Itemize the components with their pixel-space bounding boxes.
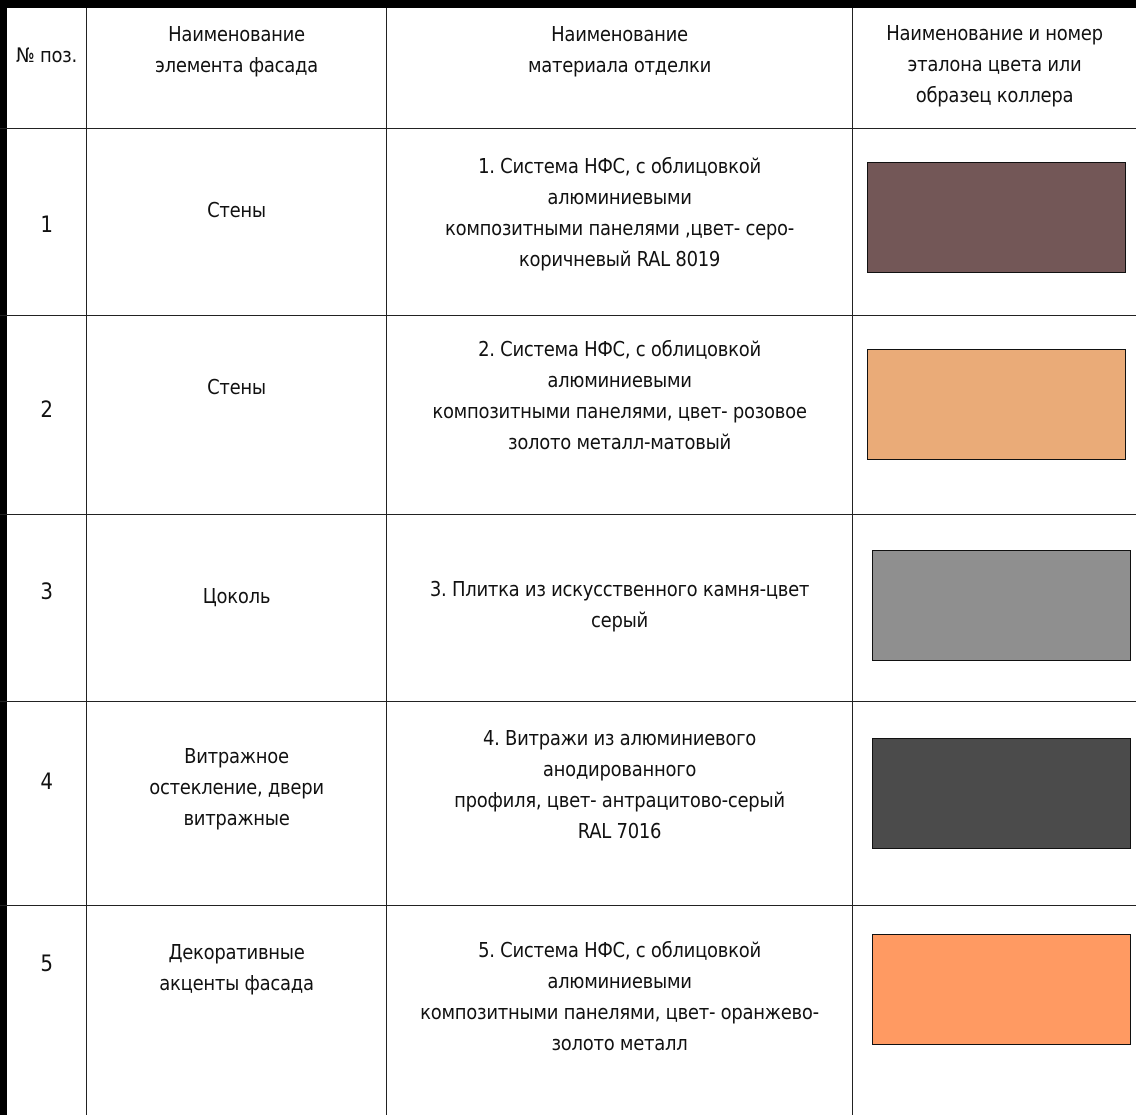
row-number: 2 xyxy=(40,397,53,423)
row-element-name: Декоративные акценты фасада xyxy=(159,940,314,995)
row-number: 3 xyxy=(40,579,53,605)
color-swatch xyxy=(867,349,1126,460)
row-material-description: 5. Система НФС, с облицовкой алюминиевым… xyxy=(420,938,819,1055)
row-material-description: 2. Система НФС, с облицовкой алюминиевым… xyxy=(432,337,807,454)
row-divider xyxy=(0,315,1136,316)
row-number: 5 xyxy=(40,951,53,977)
column-divider xyxy=(86,8,87,1115)
row-divider xyxy=(0,128,1136,129)
row-material-description: 4. Витражи из алюминиевого анодированног… xyxy=(454,726,785,843)
column-divider xyxy=(386,8,387,1115)
row-number: 4 xyxy=(40,769,53,795)
column-divider xyxy=(852,8,853,1115)
row-material-description: 3. Плитка из искусственного камня-цвет с… xyxy=(429,577,810,632)
row-element-name: Витражное остекление, двери витражные xyxy=(149,743,324,830)
color-swatch xyxy=(872,550,1131,661)
row-divider xyxy=(0,905,1136,906)
row-number: 1 xyxy=(40,212,53,238)
row-divider xyxy=(0,514,1136,515)
header-position: № поз. xyxy=(16,42,77,67)
header-material: Наименование материала отделки xyxy=(527,22,712,77)
header-element: Наименование элемента фасада xyxy=(155,22,318,77)
row-material-description: 1. Система НФС, с облицовкой алюминиевым… xyxy=(444,154,795,271)
row-element-name: Цоколь xyxy=(202,583,271,608)
frame-border-left xyxy=(0,0,7,1115)
row-divider xyxy=(0,701,1136,702)
frame-border-top xyxy=(0,0,1136,8)
header-color-sample: Наименование и номер эталона цвета или о… xyxy=(886,20,1103,107)
row-element-name: Стены xyxy=(207,374,266,399)
row-element-name: Стены xyxy=(207,197,266,222)
color-swatch xyxy=(872,934,1131,1045)
color-swatch xyxy=(872,738,1131,849)
color-swatch xyxy=(867,162,1126,273)
